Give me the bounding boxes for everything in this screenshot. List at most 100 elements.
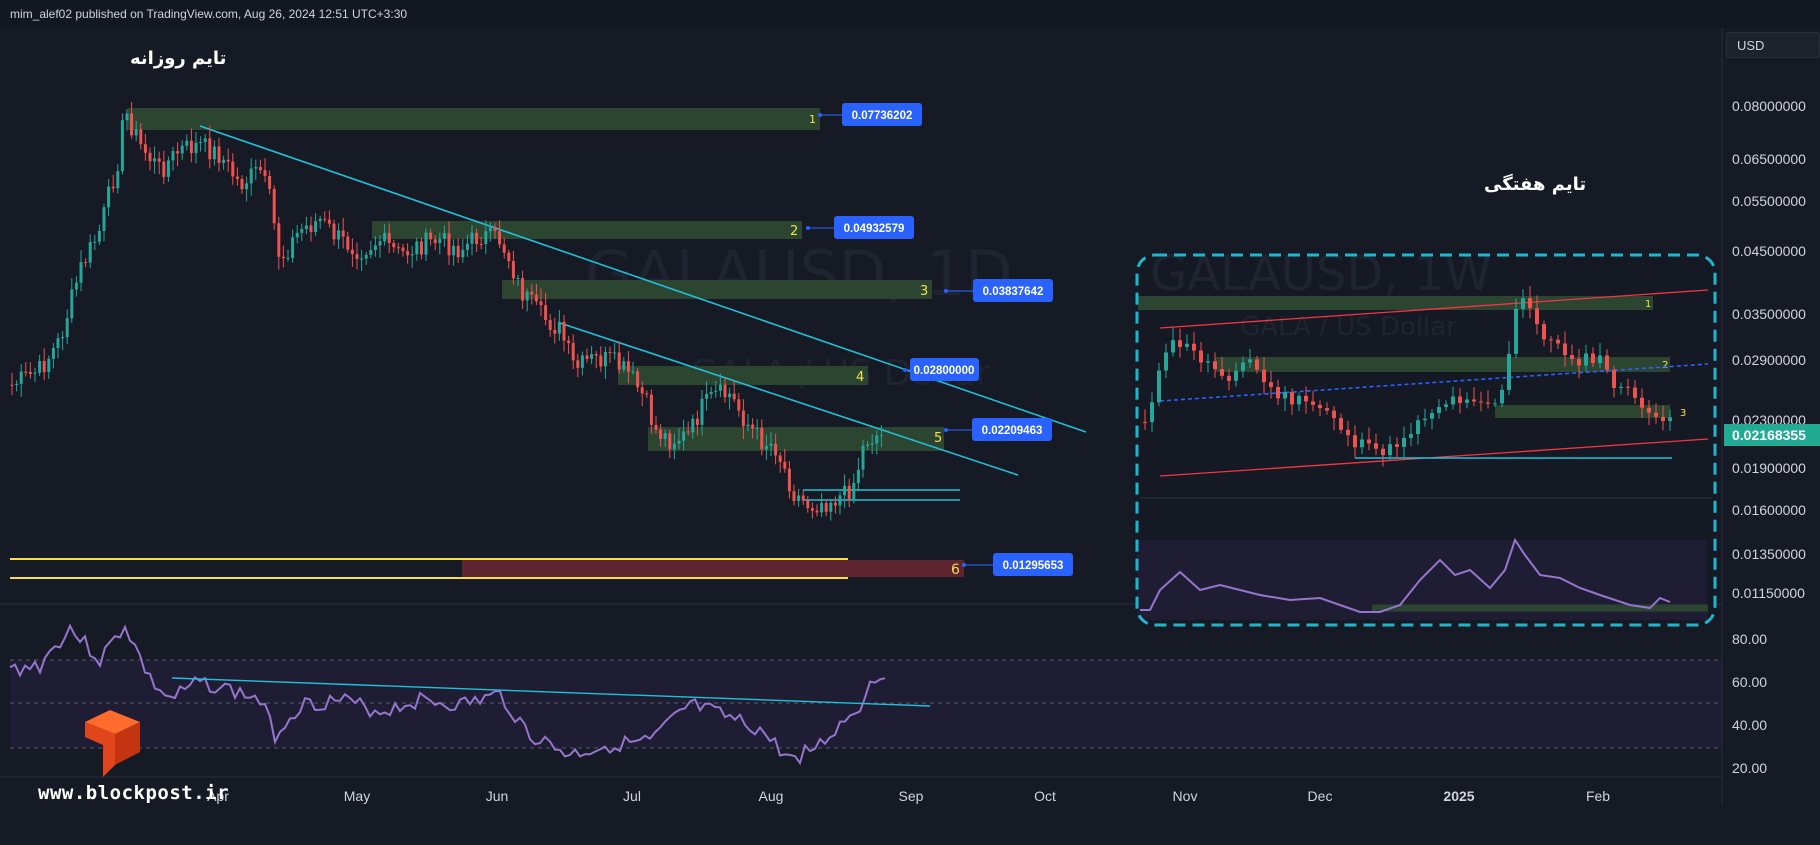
candle — [686, 431, 690, 433]
time-axis[interactable]: Apr May Jun Jul Aug Sep Oct Nov Dec 2025… — [207, 788, 1610, 804]
candle — [79, 262, 83, 283]
candle — [1164, 352, 1168, 371]
trendline-lower[interactable] — [559, 322, 1019, 476]
candle — [222, 159, 226, 163]
zone-6-price: 0.01295653 — [1003, 560, 1064, 572]
price-tick: 0.02900000 — [1732, 352, 1806, 368]
zone-3[interactable] — [502, 280, 932, 299]
candle — [323, 218, 327, 220]
candle — [1430, 413, 1434, 419]
candle — [1535, 308, 1539, 325]
candle — [1227, 375, 1231, 381]
candle — [866, 444, 870, 446]
weekly-inset-frame — [1135, 253, 1717, 627]
candle — [1206, 361, 1210, 363]
price-tick: 0.05500000 — [1732, 193, 1806, 209]
candle — [268, 175, 272, 189]
candle — [1199, 350, 1203, 363]
candle — [107, 186, 111, 208]
candle — [778, 455, 782, 462]
rsi-trendline[interactable] — [171, 677, 931, 707]
candle — [530, 291, 534, 295]
price-tick: 0.01900000 — [1732, 460, 1806, 476]
candle — [70, 289, 74, 319]
zones — [128, 108, 964, 577]
candle — [879, 435, 883, 437]
candle — [1220, 369, 1224, 376]
zone-6-label-bg — [993, 553, 1073, 576]
zone-6-price-label[interactable]: 0.01295653 — [962, 553, 1073, 576]
candle — [1178, 340, 1182, 347]
zone-2[interactable] — [372, 221, 802, 239]
zone-2-price-label[interactable]: 0.04932579 — [806, 216, 914, 239]
candle — [539, 301, 543, 306]
candle — [245, 183, 249, 190]
candle — [102, 207, 106, 231]
price-tick: 0.04500000 — [1732, 243, 1806, 259]
candle — [424, 232, 428, 255]
currency-select[interactable]: USD — [1726, 32, 1820, 58]
candle — [148, 152, 152, 162]
weekly-zone-2 — [1215, 357, 1670, 372]
candle — [617, 352, 621, 370]
candle — [705, 393, 709, 399]
candle — [732, 393, 736, 400]
candle — [792, 491, 796, 501]
candle — [590, 354, 594, 359]
candle — [1577, 359, 1581, 366]
zone-1[interactable] — [128, 108, 820, 130]
candle — [594, 354, 598, 356]
candle — [65, 318, 69, 338]
candle — [1500, 389, 1504, 404]
price-axis[interactable]: 0.08000000 0.06500000 0.05500000 0.04500… — [1724, 98, 1820, 601]
zone-1-price: 0.07736202 — [852, 110, 913, 122]
candle — [1654, 412, 1658, 417]
candle — [74, 282, 78, 290]
zone-1-price-label[interactable]: 0.07736202 — [818, 103, 922, 126]
zone-6[interactable] — [462, 560, 964, 577]
candle — [1353, 435, 1357, 448]
rsi-axis[interactable]: 80.00 60.00 40.00 20.00 — [1732, 631, 1767, 776]
candle — [309, 225, 313, 232]
candle — [1507, 353, 1511, 390]
zone-6-number: 6 — [951, 562, 960, 578]
candle — [852, 483, 856, 500]
zone-5-price-label[interactable]: 0.02209463 — [944, 418, 1052, 441]
weekly-inset[interactable]: GALAUSD, 1W GALA / US Dollar 1 2 3 — [1135, 246, 1717, 627]
candle — [1661, 416, 1665, 422]
time-tick: May — [344, 788, 370, 804]
candle — [691, 418, 695, 433]
zone-3-price-label[interactable]: 0.03837642 — [944, 279, 1053, 302]
candle — [1493, 403, 1497, 405]
candle — [180, 145, 184, 154]
time-tick: Feb — [1586, 788, 1610, 804]
candle — [608, 352, 612, 354]
candle — [599, 355, 603, 367]
weekly-rsi-line — [1140, 537, 1671, 613]
candle — [258, 167, 262, 171]
candle — [1472, 399, 1476, 402]
candle — [346, 236, 350, 250]
candle — [640, 387, 644, 394]
candle — [1157, 370, 1161, 403]
zone-4-price-label[interactable]: 0.02800000 — [903, 358, 979, 381]
candle — [93, 241, 97, 243]
candle — [806, 500, 810, 508]
candle — [410, 254, 414, 256]
candle — [774, 443, 778, 456]
candle — [327, 219, 331, 224]
candle — [1528, 298, 1532, 309]
chart-canvas[interactable]: GALAUSD, 1D GALA / US Dollar 1 2 3 4 5 6 — [0, 28, 1820, 845]
candle — [580, 355, 584, 368]
candle — [1549, 339, 1553, 341]
candle — [737, 399, 741, 411]
candle — [714, 390, 718, 392]
weekly-inset-bg — [1137, 255, 1715, 625]
candle — [764, 445, 768, 450]
zone-4[interactable] — [618, 366, 868, 385]
candle — [1171, 340, 1175, 353]
candle — [199, 142, 203, 144]
candle — [212, 146, 216, 160]
candle — [488, 227, 492, 232]
candle — [281, 256, 285, 259]
